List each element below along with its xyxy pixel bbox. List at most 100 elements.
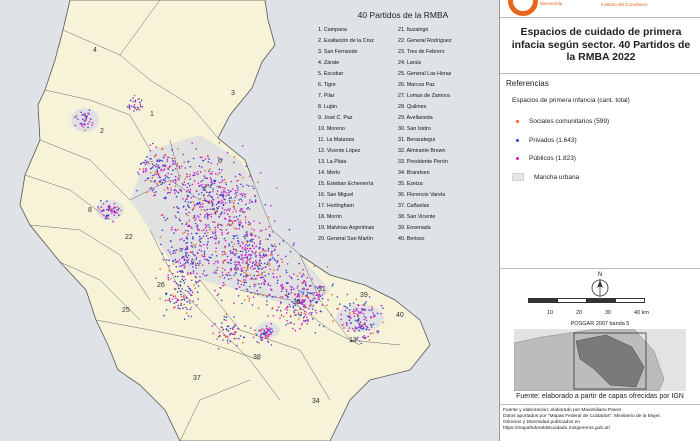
care-space-point: [348, 327, 351, 329]
care-space-point: [292, 305, 295, 308]
care-space-point: [364, 302, 366, 305]
care-space-point: [249, 222, 251, 225]
care-space-point: [140, 163, 142, 165]
care-space-point: [258, 342, 260, 344]
care-space-point: [293, 302, 296, 305]
care-space-point: [194, 174, 196, 176]
care-space-point: [221, 254, 224, 256]
care-space-point: [241, 302, 243, 305]
care-space-point: [181, 165, 183, 167]
care-space-point: [150, 172, 152, 174]
care-space-point: [116, 209, 118, 211]
care-space-point: [199, 197, 202, 200]
care-space-point: [288, 303, 291, 306]
care-space-point: [235, 228, 238, 230]
care-space-point: [239, 335, 242, 337]
care-space-point: [244, 234, 247, 236]
care-space-point: [269, 331, 271, 333]
care-space-point: [199, 156, 202, 159]
care-space-point: [287, 263, 289, 265]
legend-item-sociales: Sociales comunitarios (599): [516, 118, 609, 125]
care-space-point: [207, 241, 209, 243]
care-space-point: [169, 191, 171, 194]
care-space-point: [222, 328, 225, 331]
care-space-point: [356, 309, 358, 312]
care-space-point: [224, 335, 227, 337]
care-space-point: [220, 194, 222, 197]
care-space-point: [237, 242, 240, 245]
care-space-point: [267, 282, 270, 285]
care-space-point: [281, 296, 284, 298]
care-space-point: [279, 317, 281, 319]
care-space-point: [137, 107, 139, 110]
care-space-point: [259, 293, 261, 295]
care-space-point: [241, 211, 244, 213]
care-space-point: [244, 237, 246, 240]
care-space-point: [205, 199, 207, 202]
care-space-point: [112, 220, 114, 223]
logo-subtitle: Instituto del Conurbano: [601, 2, 648, 7]
care-space-point: [232, 205, 235, 207]
care-space-point: [223, 277, 226, 279]
care-space-point: [302, 268, 304, 271]
care-space-point: [216, 294, 218, 297]
care-space-point: [268, 264, 270, 267]
care-space-point: [310, 313, 313, 316]
care-space-point: [276, 309, 278, 312]
district-label: 6: [218, 158, 222, 165]
care-space-point: [267, 315, 269, 317]
care-space-point: [318, 324, 321, 327]
care-space-point: [260, 283, 263, 285]
care-space-point: [237, 179, 239, 182]
care-space-point: [229, 259, 232, 261]
care-space-point: [198, 235, 201, 238]
care-space-point: [169, 251, 171, 253]
care-space-point: [143, 161, 146, 164]
care-space-point: [245, 235, 247, 238]
care-space-point: [171, 246, 173, 248]
care-space-point: [248, 297, 251, 300]
care-space-point: [294, 314, 296, 316]
care-space-point: [281, 288, 284, 291]
map-panel[interactable]: 4 3 1 2 6 8 22 26 25 37 38 36 13 31 39 4…: [0, 0, 500, 441]
care-space-point: [238, 263, 240, 266]
care-space-point: [310, 284, 312, 287]
care-space-point: [231, 252, 234, 254]
care-space-point: [88, 109, 91, 111]
care-space-point: [304, 281, 307, 283]
care-space-point: [179, 307, 181, 310]
care-space-point: [223, 237, 226, 240]
care-space-point: [280, 290, 283, 293]
care-space-point: [237, 327, 240, 330]
care-space-point: [211, 202, 213, 204]
care-space-point: [229, 208, 231, 210]
care-space-point: [190, 251, 193, 254]
care-space-point: [170, 228, 173, 231]
care-space-point: [265, 325, 268, 328]
care-space-point: [276, 260, 279, 262]
map-canvas[interactable]: [0, 0, 499, 441]
care-space-point: [317, 298, 320, 300]
care-space-point: [137, 98, 139, 100]
care-space-point: [180, 247, 183, 250]
care-space-point: [371, 305, 373, 308]
care-space-point: [237, 268, 240, 271]
care-space-point: [358, 340, 361, 342]
care-space-point: [286, 282, 289, 285]
care-space-point: [268, 293, 271, 296]
care-space-point: [116, 206, 118, 208]
care-space-point: [206, 200, 208, 203]
care-space-point: [183, 267, 186, 269]
care-space-point: [294, 309, 297, 311]
care-space-point: [163, 216, 165, 219]
care-space-point: [163, 182, 165, 184]
care-space-point: [180, 299, 183, 302]
care-space-point: [102, 203, 105, 205]
care-space-point: [223, 315, 226, 318]
care-space-point: [176, 299, 179, 302]
care-space-point: [242, 176, 245, 179]
care-space-point: [218, 186, 220, 188]
care-space-point: [342, 323, 344, 326]
care-space-point: [302, 303, 304, 306]
care-space-point: [255, 255, 257, 258]
